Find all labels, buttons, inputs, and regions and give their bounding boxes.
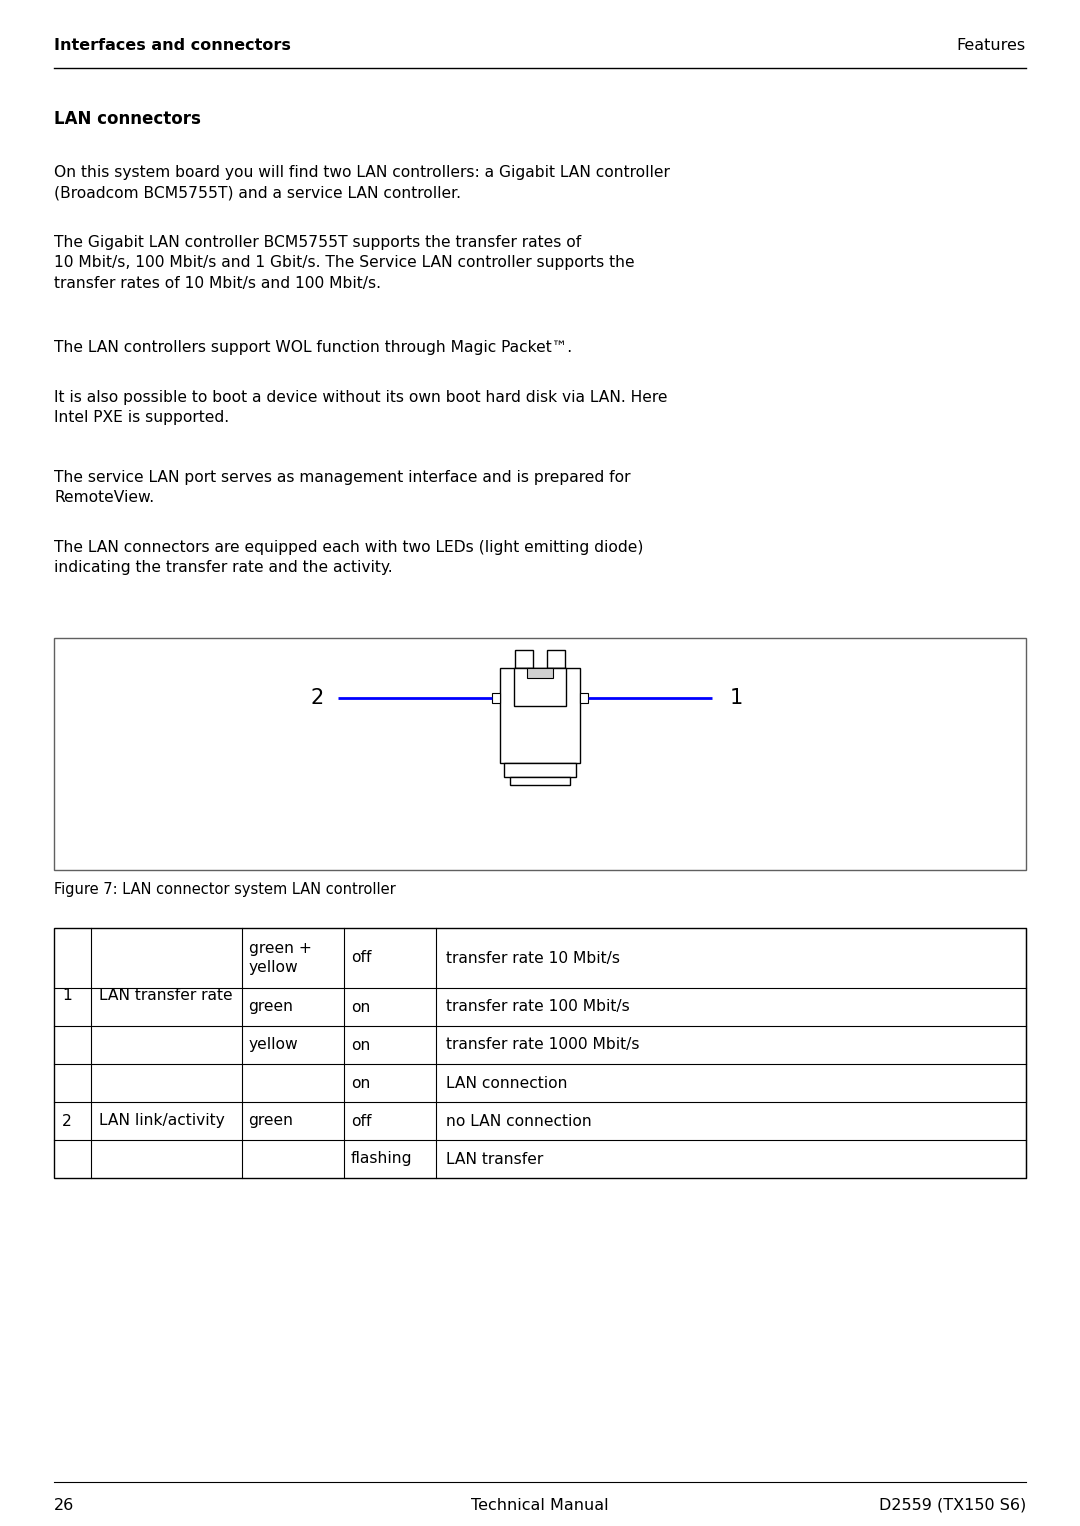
Text: D2559 (TX150 S6): D2559 (TX150 S6) — [879, 1499, 1026, 1512]
Text: The LAN connectors are equipped each with two LEDs (light emitting diode)
indica: The LAN connectors are equipped each wit… — [54, 540, 644, 575]
Text: on: on — [351, 1038, 370, 1053]
Bar — [492, 693, 500, 703]
Bar — [514, 668, 566, 707]
Text: green: green — [248, 1114, 294, 1129]
Bar — [515, 650, 534, 668]
Text: The service LAN port serves as management interface and is prepared for
RemoteVi: The service LAN port serves as managemen… — [54, 470, 631, 505]
Text: LAN transfer rate: LAN transfer rate — [99, 989, 232, 1004]
Text: off: off — [351, 1114, 372, 1129]
Text: green +
yellow: green + yellow — [248, 942, 311, 975]
Bar — [510, 777, 570, 784]
Text: Technical Manual: Technical Manual — [471, 1499, 609, 1512]
Text: It is also possible to boot a device without its own boot hard disk via LAN. Her: It is also possible to boot a device wit… — [54, 391, 667, 426]
Text: 1: 1 — [730, 688, 743, 708]
Text: Figure 7: LAN connector system LAN controller: Figure 7: LAN connector system LAN contr… — [54, 882, 395, 897]
Bar — [54, 638, 1026, 870]
Text: LAN connectors: LAN connectors — [54, 110, 201, 128]
Bar — [580, 693, 588, 703]
Text: LAN link/activity: LAN link/activity — [99, 1114, 225, 1129]
Bar — [546, 650, 565, 668]
Text: On this system board you will find two LAN controllers: a Gigabit LAN controller: On this system board you will find two L… — [54, 165, 670, 200]
Text: Features: Features — [957, 38, 1026, 53]
Text: The Gigabit LAN controller BCM5755T supports the transfer rates of
10 Mbit/s, 10: The Gigabit LAN controller BCM5755T supp… — [54, 235, 635, 291]
Bar — [500, 668, 580, 763]
Text: off: off — [351, 951, 372, 966]
Text: LAN transfer: LAN transfer — [446, 1152, 543, 1166]
Text: transfer rate 100 Mbit/s: transfer rate 100 Mbit/s — [446, 1000, 630, 1015]
Text: 26: 26 — [54, 1499, 75, 1512]
Text: The LAN controllers support WOL function through Magic Packet™.: The LAN controllers support WOL function… — [54, 340, 572, 356]
Text: transfer rate 1000 Mbit/s: transfer rate 1000 Mbit/s — [446, 1038, 639, 1053]
Text: Interfaces and connectors: Interfaces and connectors — [54, 38, 291, 53]
Text: LAN connection: LAN connection — [446, 1076, 567, 1091]
Bar — [504, 763, 576, 777]
Text: on: on — [351, 1076, 370, 1091]
Text: transfer rate 10 Mbit/s: transfer rate 10 Mbit/s — [446, 951, 620, 966]
Text: green: green — [248, 1000, 294, 1015]
Text: on: on — [351, 1000, 370, 1015]
Text: 2: 2 — [310, 688, 323, 708]
Text: flashing: flashing — [351, 1152, 413, 1166]
Text: 2: 2 — [62, 1114, 71, 1129]
Bar — [527, 668, 553, 678]
Bar — [54, 928, 1026, 1178]
Text: 1: 1 — [62, 989, 71, 1004]
Text: yellow: yellow — [248, 1038, 298, 1053]
Text: no LAN connection: no LAN connection — [446, 1114, 592, 1129]
